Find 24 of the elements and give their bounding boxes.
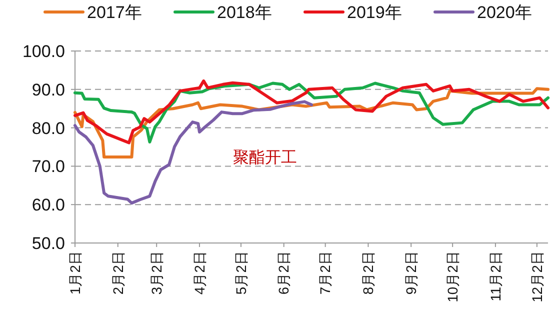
annotation: 聚酯开工 bbox=[233, 150, 297, 167]
legend-label: 2017年 bbox=[87, 2, 142, 22]
x-tick-label: 10月2日 bbox=[444, 251, 460, 302]
x-tick-label: 11月2日 bbox=[487, 251, 504, 302]
legend-label: 2019年 bbox=[347, 2, 402, 22]
y-tick-label: 80.0 bbox=[32, 118, 65, 138]
legend-label: 2020年 bbox=[477, 2, 532, 22]
x-tick-label: 8月2日 bbox=[360, 251, 376, 295]
x-tick-label: 4月2日 bbox=[191, 251, 208, 295]
x-tick-label: 2月2日 bbox=[110, 251, 126, 295]
x-tick-label: 1月2日 bbox=[66, 251, 83, 295]
line-series bbox=[74, 100, 313, 205]
x-tick-label: 5月2日 bbox=[232, 251, 249, 295]
legend-label: 2018年 bbox=[217, 2, 272, 22]
x-tick-label: 6月2日 bbox=[276, 251, 292, 295]
x-tick-label: 7月2日 bbox=[317, 251, 334, 295]
x-tick-label: 3月2日 bbox=[148, 251, 164, 295]
y-tick-label: 50.0 bbox=[32, 234, 65, 253]
x-tick-label: 9月2日 bbox=[402, 251, 419, 295]
x-tick-label: 12月2日 bbox=[528, 251, 545, 302]
y-tick-label: 100.0 bbox=[22, 42, 65, 61]
y-tick-label: 60.0 bbox=[32, 196, 65, 215]
y-tick-label: 90.0 bbox=[32, 80, 65, 100]
y-tick-label: 70.0 bbox=[32, 157, 65, 176]
